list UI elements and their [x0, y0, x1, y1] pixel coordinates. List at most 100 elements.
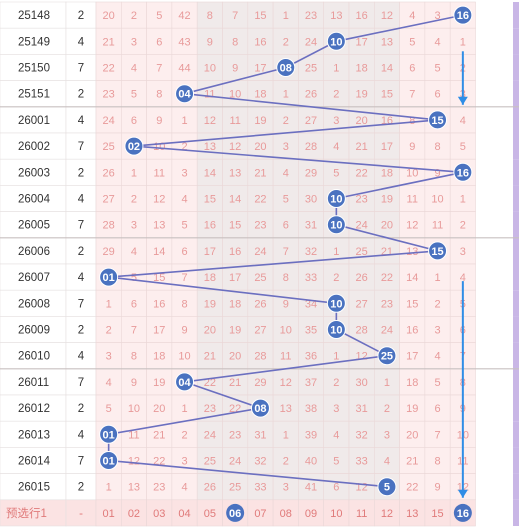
cell-number: 32 [305, 246, 317, 258]
issue-cell [0, 447, 67, 474]
cell-number: 18 [229, 298, 241, 310]
row-edge [513, 133, 519, 160]
table-row: 26011 7 4 9 19 04 22 21 29 12 37 2 30 1 18 5 8 [0, 368, 519, 396]
forecast-row: 预选行1 - 01 02 03 04 05 06 07 08 09 10 11 12 13 15 16 [0, 499, 519, 527]
ball-marker [453, 503, 472, 522]
cell-number: 11 [154, 167, 165, 179]
cell-number: 8 [460, 377, 466, 389]
cell-number: 18 [356, 63, 368, 75]
cell-number: 13 [153, 220, 165, 232]
sum-value: 2 [78, 403, 84, 415]
cell-number: 8 [409, 115, 415, 127]
cell-number: 17 [381, 141, 393, 153]
cell-number: 29 [103, 246, 115, 258]
cell-number: 6 [460, 325, 466, 337]
cell-number: 36 [305, 351, 317, 363]
row-edge [513, 237, 519, 264]
sum-value: 2 [78, 482, 84, 494]
cell-number: 5 [434, 63, 440, 75]
ball-number: 04 [178, 89, 191, 101]
row-edge [513, 2, 519, 29]
ball-number: 01 [103, 272, 115, 284]
row-edge [513, 447, 519, 474]
cell-number: 7 [131, 325, 137, 337]
cell-number: 10 [128, 403, 140, 415]
issue-cell [0, 342, 67, 370]
cell-number: 3 [181, 456, 187, 468]
row-edge [513, 264, 519, 291]
issue-cell [0, 185, 67, 212]
issue-label: 26005 [18, 220, 50, 232]
cell-number: 6 [181, 246, 187, 258]
cell-number: 13 [280, 403, 292, 415]
cell-number: 17 [153, 325, 165, 337]
cell-number: 23 [305, 10, 317, 22]
cell-number: 22 [204, 377, 216, 389]
cell-number: 16 [153, 298, 165, 310]
cell-number: 38 [305, 403, 317, 415]
cell-number: 14 [153, 246, 165, 258]
cell-number: 6 [131, 115, 137, 127]
cell-number: 40 [305, 456, 317, 468]
cell-number: 16 [406, 325, 418, 337]
number-cell [424, 499, 451, 527]
table-row: 26005 7 28 3 13 5 16 15 23 6 31 10 24 20 12 11 2 [0, 211, 519, 239]
cell-number: 1 [333, 246, 339, 258]
cell-number: 2 [333, 377, 339, 389]
cell-number: 9 [156, 115, 162, 127]
cell-number: 12 [381, 508, 393, 520]
cell-number: 20 [153, 403, 165, 415]
row-edge [513, 80, 519, 107]
sum-value: 2 [78, 325, 84, 337]
sum-value: 2 [78, 246, 84, 258]
cell-number: 1 [106, 298, 112, 310]
cell-number: 24 [103, 115, 115, 127]
cell-number: 8 [131, 351, 137, 363]
cell-number: 4 [460, 115, 466, 127]
issue-cell [0, 1, 67, 29]
cell-number: 14 [406, 272, 418, 284]
cell-number: 7 [460, 351, 466, 363]
table-row: 25148 2 20 2 5 42 8 7 15 1 23 13 16 12 4 3 16 [0, 1, 519, 29]
cell-number: 09 [305, 508, 317, 520]
cell-number: 35 [305, 325, 317, 337]
table-row: 25150 7 22 4 7 44 10 9 17 08 25 1 18 14 6 5 2 [0, 54, 519, 81]
cell-number: 23 [153, 482, 165, 494]
ball-number: 08 [254, 403, 266, 415]
cell-number: 4 [409, 10, 415, 22]
cell-number: 15 [204, 194, 216, 206]
ball-number: 10 [330, 194, 342, 206]
cell-number: 25 [254, 272, 266, 284]
cell-number: 6 [434, 403, 440, 415]
issue-cell [0, 106, 67, 134]
cell-number: 2 [460, 220, 466, 232]
cell-number: 22 [406, 482, 418, 494]
cell-number: 13 [128, 482, 140, 494]
cell-number: 10 [431, 194, 443, 206]
row-edge [513, 395, 519, 422]
cell-number: 26 [356, 272, 368, 284]
cell-number: 2 [106, 325, 112, 337]
cell-number: 7 [181, 272, 187, 284]
table-row: 26014 7 01 12 22 3 25 24 32 2 40 5 33 4 21 8 11 [0, 447, 519, 474]
cell-number: 24 [305, 36, 317, 48]
cell-number: 20 [103, 10, 115, 22]
cell-number: 2 [283, 115, 289, 127]
cell-number: 12 [356, 351, 368, 363]
number-cell [121, 499, 147, 527]
cell-number: 11 [356, 508, 367, 520]
cell-number: 9 [434, 482, 440, 494]
issue-label: 26004 [18, 194, 51, 206]
cell-number: 4 [333, 141, 339, 153]
table-row: 26003 2 26 1 11 3 14 13 21 4 29 5 22 18 10 9 16 [0, 158, 519, 186]
cell-number: 21 [356, 141, 368, 153]
ball-number: 01 [103, 456, 115, 468]
cell-number: 26 [204, 482, 216, 494]
issue-cell [0, 27, 67, 55]
cell-number: 31 [356, 403, 368, 415]
cell-number: 10 [229, 89, 241, 101]
number-cell [95, 499, 122, 527]
cell-number: 1 [283, 429, 289, 441]
cell-number: 12 [229, 141, 241, 153]
cell-number: 12 [381, 10, 393, 22]
